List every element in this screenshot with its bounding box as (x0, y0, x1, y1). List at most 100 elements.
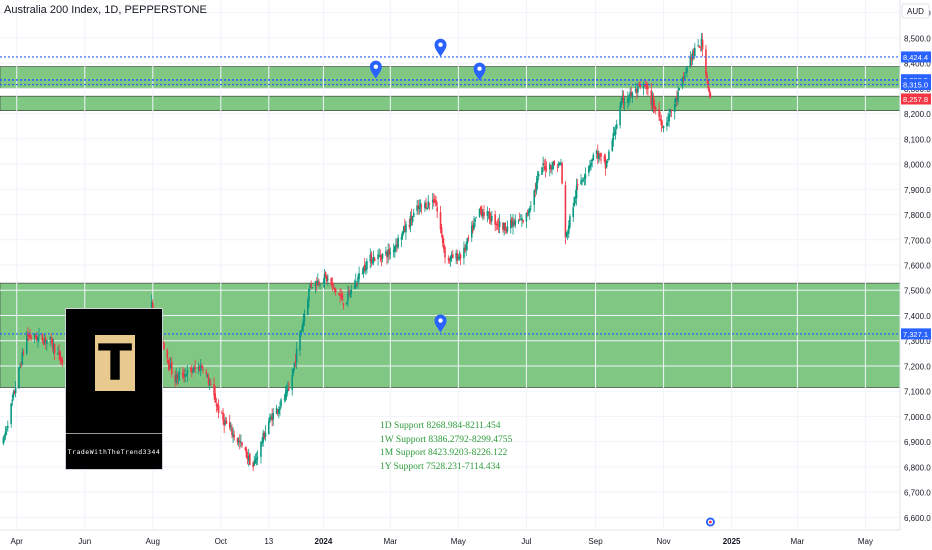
candle-body (584, 174, 587, 179)
candle-body (381, 253, 384, 259)
candle-body (604, 159, 607, 169)
candle-body (646, 84, 648, 89)
candle-body (575, 185, 578, 199)
candle-body (488, 212, 491, 220)
candle-body (629, 92, 631, 98)
candle-body (463, 247, 465, 258)
candle-body (236, 438, 239, 443)
candle-body (283, 398, 286, 400)
candle-body (28, 335, 30, 337)
candle-body (549, 164, 551, 170)
candle-body (666, 122, 668, 127)
candle-body (659, 118, 662, 120)
support-zone (0, 95, 901, 111)
candle-body (392, 250, 395, 252)
price-tick-label: 7,700.0 (904, 236, 931, 245)
price-tick-label: 6,900.0 (904, 438, 931, 447)
candle-body (514, 220, 517, 226)
candle-body (667, 120, 669, 122)
candle-body (386, 253, 388, 258)
candle-body (522, 219, 524, 223)
candle-body (216, 404, 219, 407)
candle-body (433, 198, 435, 203)
candle-body (491, 215, 493, 221)
candle-body (572, 207, 575, 217)
candle-body (350, 289, 353, 294)
candle-body (18, 367, 20, 388)
candle-body (596, 151, 599, 159)
candle-body (310, 283, 312, 287)
candle-body (482, 213, 484, 217)
price-tick-label: 7,200.0 (904, 362, 931, 371)
candle-body (322, 282, 325, 283)
candle-body (53, 344, 56, 354)
candle-body (170, 361, 173, 375)
candle-body (357, 277, 359, 283)
candle-body (264, 432, 267, 437)
candle-body (599, 153, 601, 156)
candle-body (676, 96, 678, 100)
price-tick-label: 6,800.0 (904, 463, 931, 472)
candle-body (692, 50, 695, 55)
candle-body (194, 366, 196, 369)
candle-body (580, 180, 582, 184)
candle-body (647, 87, 649, 89)
candle-body (201, 366, 203, 368)
candle-body (3, 436, 6, 438)
candle-body (622, 95, 625, 103)
candle-body (560, 163, 562, 165)
candle-body (621, 96, 624, 101)
candle-body (620, 100, 622, 107)
candle-body (670, 109, 673, 111)
candle-body (303, 313, 306, 322)
candle-body (369, 254, 372, 262)
candle-body (534, 189, 537, 190)
candle-body (215, 404, 218, 406)
price-axis: 6,600.0 6,700.0 6,800.0 6,900.0 7,000.0 7,100… (899, 0, 932, 550)
price-tick-label: 7,100.0 (904, 388, 931, 397)
candle-body (323, 274, 326, 284)
time-tick-label: May (451, 537, 466, 546)
candle-body (503, 222, 505, 230)
candle-body (60, 357, 63, 362)
candle-body (208, 384, 211, 385)
support-1m: 1M Support 8423.9203-8226.122 (380, 448, 508, 459)
candle-body (341, 294, 344, 302)
candle-body (193, 367, 195, 371)
candle-body (34, 335, 37, 339)
candle-body (325, 276, 328, 282)
candle-body (582, 179, 585, 181)
candle-body (486, 211, 489, 216)
candle-body (44, 338, 47, 343)
candle-body (416, 205, 418, 211)
candle-body (267, 421, 270, 435)
candle-body (185, 375, 188, 377)
price-tick-label: 6,600.0 (904, 514, 931, 523)
candle-body (553, 161, 556, 166)
candle-body (366, 260, 368, 270)
price-tick-label: 7,000.0 (904, 413, 931, 422)
candle-body (167, 359, 170, 365)
candle-body (380, 255, 383, 260)
candle-body (489, 219, 492, 222)
price-axis-background (900, 0, 932, 550)
candle-body (693, 47, 696, 57)
candle-body (434, 201, 436, 202)
pin-body (434, 38, 447, 57)
pin-dot (438, 318, 443, 323)
time-tick-label: Oct (215, 537, 228, 546)
candle-body (169, 363, 172, 369)
candle-body (699, 46, 702, 48)
price-tick-label: 7,800.0 (904, 211, 931, 220)
candle-body (424, 202, 426, 208)
candle-body (689, 56, 692, 68)
candle-body (567, 225, 570, 234)
candle-body (175, 374, 178, 383)
calendar-event-icon (705, 517, 715, 527)
location-pin-icon (434, 38, 447, 57)
candle-body (706, 75, 708, 78)
candle-body (46, 340, 48, 344)
candle-body (52, 344, 55, 350)
candle-body (269, 416, 271, 422)
candle-body (29, 334, 31, 338)
